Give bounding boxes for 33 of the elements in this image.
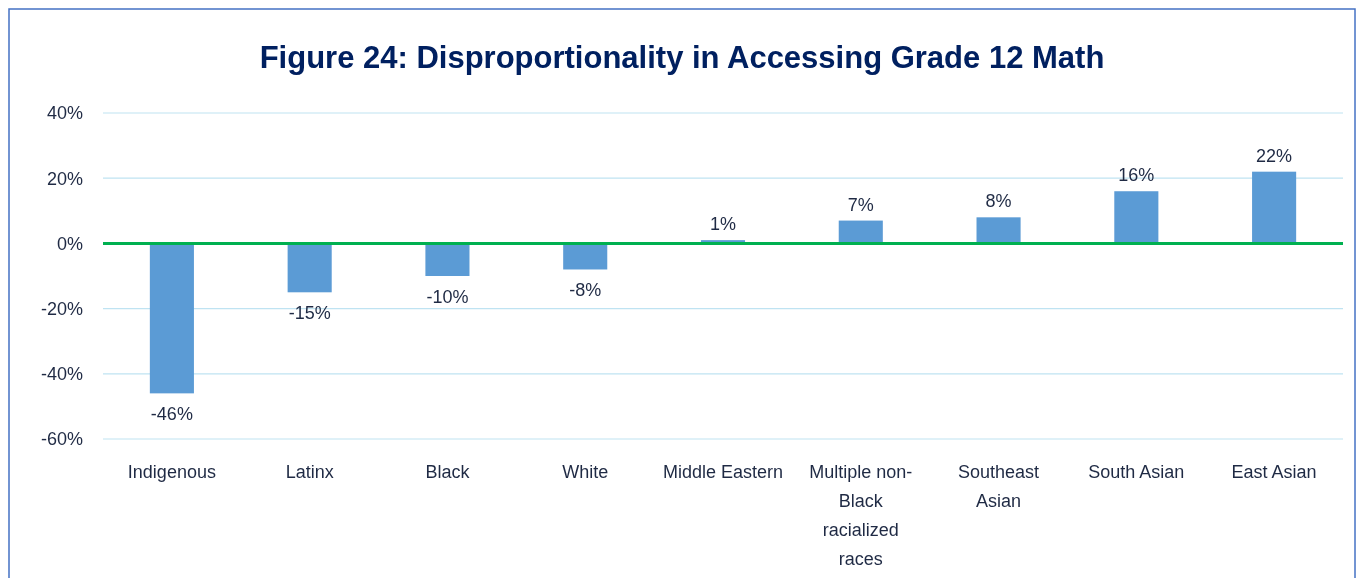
bar [1114, 191, 1159, 244]
bar [1252, 171, 1297, 244]
x-tick-label: East Asian [1231, 462, 1317, 482]
data-label: -10% [426, 287, 469, 307]
x-tick-label: Middle Eastern [662, 462, 784, 482]
data-label: -8% [569, 280, 602, 301]
x-tick-label: Multiple non-Black racialized races [809, 462, 913, 569]
bar [287, 243, 332, 293]
y-tick-label: 40% [46, 103, 83, 124]
data-label: 22% [1256, 145, 1293, 166]
x-tick-label: Black [425, 462, 471, 482]
data-label: 16% [1118, 165, 1155, 186]
x-tick-label: Latinx [285, 462, 334, 482]
x-tick-label: Indigenous [127, 462, 216, 482]
bar [563, 243, 608, 270]
data-label: 8% [985, 191, 1012, 212]
data-label: -15% [288, 303, 331, 324]
y-tick-label: -20% [40, 298, 83, 319]
bar [149, 243, 194, 394]
y-tick-label: 0% [56, 233, 83, 254]
data-label: -46% [150, 404, 193, 425]
bar [976, 217, 1021, 244]
data-label: 7% [847, 194, 874, 215]
y-tick-label: -40% [40, 364, 83, 385]
x-tick-label: Southeast Asian [958, 462, 1040, 511]
data-label: 1% [709, 214, 737, 235]
bar [838, 220, 883, 244]
y-tick-label: 20% [46, 168, 83, 189]
bar [425, 243, 470, 276]
chart-title: Figure 24: Disproportionality in Accessing Grade 12 Math [259, 40, 1105, 75]
x-tick-label: White [562, 462, 609, 482]
x-tick-label: South Asian [1088, 462, 1185, 482]
y-tick-label: -60% [40, 429, 83, 450]
